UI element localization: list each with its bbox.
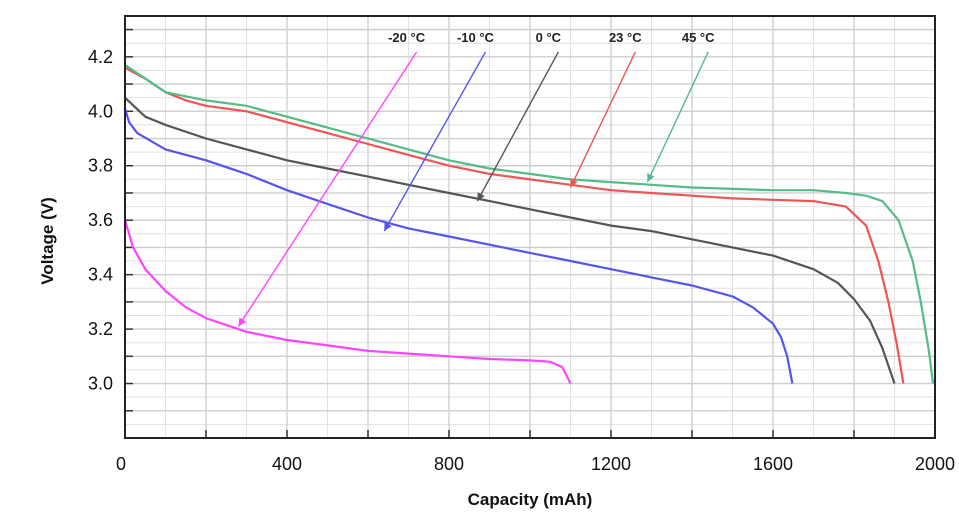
label-arrow-line — [237, 51, 418, 327]
series-line — [124, 96, 896, 384]
y-tick-label: 4.2 — [88, 47, 113, 67]
label-arrow-line — [569, 51, 636, 188]
y-tick-label: 4.0 — [88, 101, 113, 121]
label-arrow-head — [238, 317, 247, 327]
x-axis-title: Capacity (mAh) — [468, 490, 593, 509]
x-tick-label: 2000 — [915, 454, 955, 474]
y-tick-label: 3.2 — [88, 319, 113, 339]
label-arrow-line — [646, 51, 709, 183]
label-arrow-line — [476, 51, 559, 202]
series-labels: -20 °C -10 °C 0 °C 23 °C 45 °C — [388, 30, 715, 45]
series-line — [123, 219, 572, 384]
label-arrows — [237, 51, 709, 327]
y-axis-title: Voltage (V) — [38, 197, 57, 285]
series-lines — [123, 64, 935, 384]
series-label: -10 °C — [457, 30, 495, 45]
y-tick-label: 3.6 — [88, 210, 113, 230]
label-arrow-head — [647, 173, 655, 183]
series-line — [124, 64, 935, 384]
label-arrow-head — [570, 178, 578, 188]
x-tick-labels: 0 400 800 1200 1600 2000 — [116, 454, 955, 474]
series-label: 45 °C — [682, 30, 715, 45]
series-line — [123, 108, 794, 384]
x-tick-label: 1200 — [591, 454, 631, 474]
label-arrow-head — [384, 222, 392, 232]
x-tick-label: 0 — [116, 454, 126, 474]
x-tick-label: 400 — [272, 454, 302, 474]
label-arrow-line — [383, 51, 487, 232]
x-tick-label: 800 — [434, 454, 464, 474]
label-arrow-head — [477, 192, 485, 202]
series-label: -20 °C — [388, 30, 426, 45]
y-tick-label: 3.0 — [88, 374, 113, 394]
plot-frame — [124, 15, 936, 439]
y-tick-label: 3.4 — [88, 265, 113, 285]
y-tick-labels: 3.0 3.2 3.4 3.6 3.8 4.0 4.2 — [88, 47, 113, 394]
series-label: 0 °C — [536, 30, 562, 45]
x-tick-label: 1600 — [753, 454, 793, 474]
series-label: 23 °C — [609, 30, 642, 45]
series-line — [124, 66, 905, 384]
y-tick-label: 3.8 — [88, 156, 113, 176]
